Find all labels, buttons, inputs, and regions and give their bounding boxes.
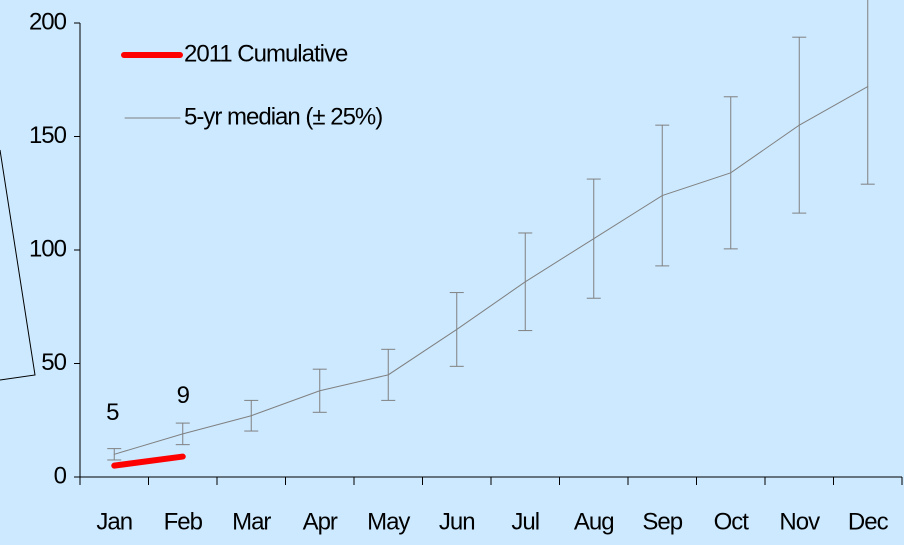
x-tick-label: Nov [779,508,820,535]
x-tick-label: Dec [848,508,889,535]
y-tick-label: 100 [29,235,67,262]
x-tick-label: Apr [303,508,338,535]
y-tick-label: 50 [41,349,66,376]
x-tick-label: Jun [439,508,475,535]
data-label: 5 [106,399,119,426]
y-tick-label: 150 [29,122,67,149]
x-tick-label: Mar [232,508,271,535]
callout-fragment [0,149,36,381]
data-label: 9 [177,382,190,409]
series-line [111,453,186,469]
legend-label: 2011 Cumulative [184,40,348,67]
x-tick-label: Sep [642,508,682,535]
y-tick-label: 200 [29,8,67,35]
x-tick-label: Aug [574,508,614,535]
x-tick-label: Jul [511,508,539,535]
x-tick-label: Oct [714,508,750,535]
legend-label: 5-yr median (± 25%) [184,103,382,130]
y-tick-label: 0 [54,462,67,489]
x-tick-label: Feb [164,508,203,535]
series-line [113,86,869,455]
x-tick-label: May [367,508,410,535]
x-tick-label: Jan [96,508,132,535]
